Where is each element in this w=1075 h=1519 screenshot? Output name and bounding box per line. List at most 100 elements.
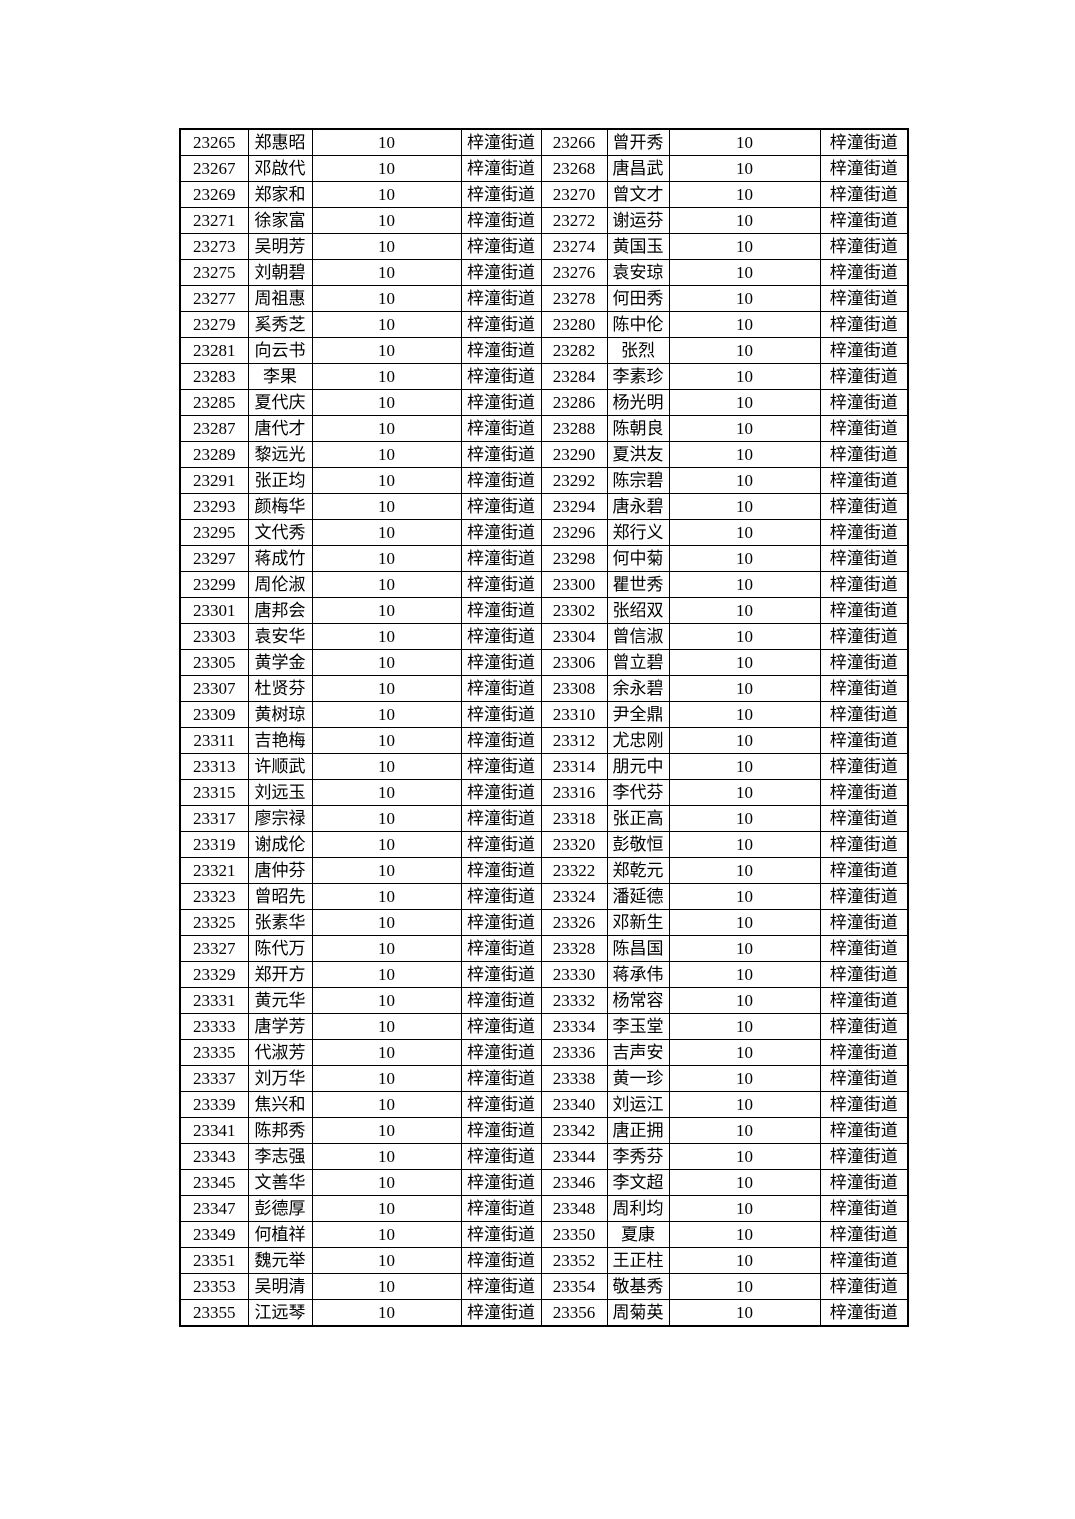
cell-name: 江远琴: [247, 1299, 313, 1327]
cell-id: 23338: [540, 1065, 608, 1092]
cell-id: 23334: [540, 1013, 608, 1040]
cell-district: 梓潼街道: [819, 259, 909, 286]
cell-value: 10: [668, 415, 821, 442]
cell-value: 10: [668, 1065, 821, 1092]
cell-name: 王正柱: [606, 1247, 670, 1274]
cell-id: 23312: [540, 727, 608, 754]
cell-id: 23292: [540, 467, 608, 494]
cell-id: 23270: [540, 181, 608, 208]
cell-value: 10: [311, 1013, 462, 1040]
cell-district: 梓潼街道: [460, 987, 542, 1014]
cell-district: 梓潼街道: [819, 493, 909, 520]
cell-value: 10: [668, 1221, 821, 1248]
cell-name: 夏代庆: [247, 389, 313, 416]
cell-name: 杜贤芬: [247, 675, 313, 702]
cell-name: 代淑芳: [247, 1039, 313, 1066]
cell-value: 10: [311, 545, 462, 572]
table-row: 23285 夏代庆 10 梓潼街道 23286 杨光明 10 梓潼街道: [179, 389, 909, 416]
cell-name: 朋元中: [606, 753, 670, 780]
cell-name: 郑行义: [606, 519, 670, 546]
cell-district: 梓潼街道: [460, 649, 542, 676]
cell-value: 10: [668, 519, 821, 546]
cell-district: 梓潼街道: [819, 311, 909, 338]
cell-name: 蒋成竹: [247, 545, 313, 572]
cell-value: 10: [668, 649, 821, 676]
cell-value: 10: [311, 493, 462, 520]
cell-id: 23302: [540, 597, 608, 624]
cell-name: 唐学芳: [247, 1013, 313, 1040]
cell-district: 梓潼街道: [819, 1299, 909, 1327]
cell-id: 23295: [179, 519, 249, 546]
cell-id: 23278: [540, 285, 608, 312]
cell-id: 23348: [540, 1195, 608, 1222]
cell-name: 徐家富: [247, 207, 313, 234]
cell-id: 23353: [179, 1273, 249, 1300]
cell-id: 23339: [179, 1091, 249, 1118]
cell-name: 李代芬: [606, 779, 670, 806]
cell-district: 梓潼街道: [460, 285, 542, 312]
cell-name: 唐正拥: [606, 1117, 670, 1144]
table-row: 23307 杜贤芬 10 梓潼街道 23308 余永碧 10 梓潼街道: [179, 675, 909, 702]
cell-name: 周菊英: [606, 1299, 670, 1327]
cell-value: 10: [311, 935, 462, 962]
cell-id: 23281: [179, 337, 249, 364]
cell-name: 陈宗碧: [606, 467, 670, 494]
cell-name: 李文超: [606, 1169, 670, 1196]
table-row: 23311 吉艳梅 10 梓潼街道 23312 尤忠刚 10 梓潼街道: [179, 727, 909, 754]
cell-name: 潘延德: [606, 883, 670, 910]
cell-name: 吉艳梅: [247, 727, 313, 754]
cell-district: 梓潼街道: [819, 623, 909, 650]
cell-name: 周伦淑: [247, 571, 313, 598]
cell-id: 23349: [179, 1221, 249, 1248]
cell-district: 梓潼街道: [460, 233, 542, 260]
cell-district: 梓潼街道: [819, 701, 909, 728]
cell-id: 23305: [179, 649, 249, 676]
cell-id: 23319: [179, 831, 249, 858]
table-row: 23325 张素华 10 梓潼街道 23326 邓新生 10 梓潼街道: [179, 909, 909, 936]
cell-name: 张正均: [247, 467, 313, 494]
cell-value: 10: [311, 961, 462, 988]
cell-value: 10: [668, 128, 821, 156]
table-row: 23351 魏元举 10 梓潼街道 23352 王正柱 10 梓潼街道: [179, 1247, 909, 1274]
table-row: 23273 吴明芳 10 梓潼街道 23274 黄国玉 10 梓潼街道: [179, 233, 909, 260]
table-row: 23337 刘万华 10 梓潼街道 23338 黄一珍 10 梓潼街道: [179, 1065, 909, 1092]
cell-value: 10: [311, 987, 462, 1014]
cell-district: 梓潼街道: [819, 857, 909, 884]
cell-name: 李秀芬: [606, 1143, 670, 1170]
cell-value: 10: [311, 285, 462, 312]
cell-value: 10: [311, 155, 462, 182]
table-row: 23339 焦兴和 10 梓潼街道 23340 刘运江 10 梓潼街道: [179, 1091, 909, 1118]
cell-name: 陈朝良: [606, 415, 670, 442]
cell-id: 23272: [540, 207, 608, 234]
cell-id: 23330: [540, 961, 608, 988]
cell-district: 梓潼街道: [460, 623, 542, 650]
cell-id: 23271: [179, 207, 249, 234]
cell-district: 梓潼街道: [460, 701, 542, 728]
table-row: 23333 唐学芳 10 梓潼街道 23334 李玉堂 10 梓潼街道: [179, 1013, 909, 1040]
cell-value: 10: [311, 571, 462, 598]
cell-district: 梓潼街道: [460, 935, 542, 962]
cell-district: 梓潼街道: [819, 753, 909, 780]
cell-district: 梓潼街道: [819, 207, 909, 234]
cell-district: 梓潼街道: [460, 1039, 542, 1066]
cell-id: 23337: [179, 1065, 249, 1092]
table-row: 23275 刘朝碧 10 梓潼街道 23276 袁安琼 10 梓潼街道: [179, 259, 909, 286]
cell-name: 郑乾元: [606, 857, 670, 884]
cell-value: 10: [668, 909, 821, 936]
cell-id: 23274: [540, 233, 608, 260]
cell-value: 10: [668, 1039, 821, 1066]
cell-district: 梓潼街道: [460, 1169, 542, 1196]
cell-district: 梓潼街道: [819, 285, 909, 312]
cell-value: 10: [311, 207, 462, 234]
cell-district: 梓潼街道: [460, 545, 542, 572]
cell-value: 10: [668, 727, 821, 754]
cell-district: 梓潼街道: [460, 1247, 542, 1274]
cell-district: 梓潼街道: [460, 1195, 542, 1222]
cell-district: 梓潼街道: [460, 1143, 542, 1170]
cell-value: 10: [311, 675, 462, 702]
cell-value: 10: [668, 597, 821, 624]
cell-district: 梓潼街道: [819, 1091, 909, 1118]
cell-id: 23335: [179, 1039, 249, 1066]
cell-name: 郑开方: [247, 961, 313, 988]
